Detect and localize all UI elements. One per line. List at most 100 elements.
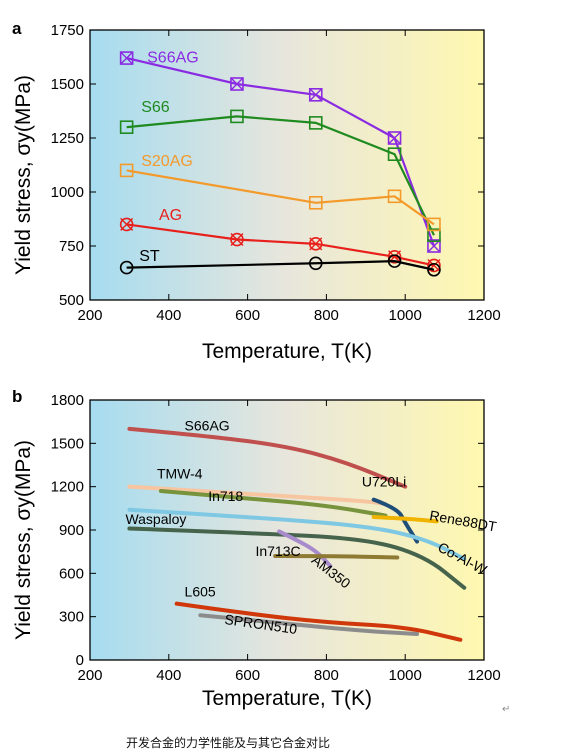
data-point xyxy=(387,189,402,204)
data-point-cross xyxy=(388,131,402,145)
data-point-cross xyxy=(120,51,134,65)
plot-background xyxy=(90,30,484,300)
data-point xyxy=(387,131,402,145)
data-point xyxy=(119,51,134,65)
series-in713c: In713C xyxy=(255,543,400,560)
data-point xyxy=(308,88,323,102)
data-point xyxy=(119,260,134,275)
series-line xyxy=(371,515,439,524)
x-axis-label: Temperature, T(K) xyxy=(202,340,372,363)
return-mark: ↵ xyxy=(502,704,511,715)
figure-caption: 开发合金的力学性能及与其它合金对比 xyxy=(126,736,331,750)
series-line xyxy=(126,260,435,271)
series-s66ag: S66 AG xyxy=(119,49,441,253)
series-line xyxy=(126,115,435,236)
x-axis-label: Temperature, T(K) xyxy=(202,687,372,710)
y-axis-label: Yield stress, σy(MPa) xyxy=(12,440,35,640)
x-tick-label: 1200 xyxy=(467,667,500,684)
data-point xyxy=(230,109,244,124)
data-point xyxy=(427,258,441,273)
y-tick-label: 300 xyxy=(59,609,84,626)
x-tick-label: 1000 xyxy=(389,307,422,324)
y-tick-label: 500 xyxy=(59,292,84,309)
data-point xyxy=(308,237,323,251)
series-label: In713C xyxy=(255,543,300,559)
series-line xyxy=(158,489,388,518)
y-tick-label: 900 xyxy=(59,522,84,539)
series-label: S20AG xyxy=(141,153,193,170)
series-line xyxy=(198,613,420,636)
series-line xyxy=(174,601,463,642)
x-tick-label: 200 xyxy=(77,307,102,324)
data-point-cross xyxy=(120,217,134,231)
data-point-cross xyxy=(309,88,323,102)
data-point-cross xyxy=(230,77,244,91)
x-tick-label: 800 xyxy=(314,307,339,324)
data-point xyxy=(387,147,402,161)
data-point xyxy=(308,256,323,271)
y-tick-label: 1500 xyxy=(51,76,84,93)
data-point xyxy=(427,217,441,232)
series-line xyxy=(371,497,420,544)
data-point xyxy=(119,163,134,178)
series-l605: L605 xyxy=(174,583,463,642)
y-tick-label: 600 xyxy=(59,565,84,582)
series-label: U720Li xyxy=(362,474,406,490)
x-tick-label: 1000 xyxy=(389,667,422,684)
y-tick-label: 1800 xyxy=(51,392,84,409)
series-line xyxy=(127,426,408,489)
panel-label: b xyxy=(12,387,22,406)
x-tick-label: 200 xyxy=(77,667,102,684)
y-tick-label: 1250 xyxy=(51,130,84,147)
data-point xyxy=(387,249,402,264)
data-point-cross xyxy=(309,237,323,251)
data-point xyxy=(119,120,134,134)
x-tick-label: 600 xyxy=(235,307,260,324)
y-tick-label: 0 xyxy=(76,652,84,669)
series-line xyxy=(127,507,467,561)
series-label: L605 xyxy=(185,583,216,599)
series-line xyxy=(127,526,467,590)
series-s66: S66 xyxy=(119,99,441,242)
y-tick-label: 1000 xyxy=(51,184,84,201)
series-label: In718 xyxy=(208,488,243,504)
series-tmw-4: TMW-4 xyxy=(127,466,388,506)
y-axis-label: Yield stress, σy(MPa) xyxy=(12,75,35,275)
data-point xyxy=(308,116,323,130)
series-line xyxy=(273,554,400,560)
data-point xyxy=(230,232,244,247)
series-s66ag: S66AG xyxy=(127,417,408,489)
series-label: Waspaloy xyxy=(125,511,186,527)
series-ag: AG xyxy=(119,207,441,273)
y-tick-label: 750 xyxy=(59,238,84,255)
x-tick-label: 400 xyxy=(156,307,181,324)
y-tick-label: 1750 xyxy=(51,22,84,39)
series-st: ST xyxy=(119,248,441,277)
data-point-cross xyxy=(230,233,244,247)
x-tick-label: 800 xyxy=(314,667,339,684)
x-tick-label: 400 xyxy=(156,667,181,684)
data-point xyxy=(427,262,441,277)
series-s20ag: S20AG xyxy=(119,153,441,232)
series-label: TMW-4 xyxy=(157,466,203,482)
series-u720li: U720Li xyxy=(362,474,420,544)
data-point-cross xyxy=(427,239,441,253)
chart-panel-b: 200 400 600 800 1000 1200 0 300 600 900 1200 1500 18… xyxy=(12,387,501,710)
data-point xyxy=(387,254,402,268)
plot-frame xyxy=(89,29,485,301)
series-label: ST xyxy=(139,248,160,265)
x-tick-label: 600 xyxy=(235,667,260,684)
data-point xyxy=(427,228,441,242)
series-label: S66 xyxy=(141,99,170,116)
chart-panel-a: 200 400 600 800 1000 1200 500 750 1000 1250 1500 17… xyxy=(12,19,501,363)
data-point xyxy=(119,217,134,232)
series-waspaloy: Waspaloy xyxy=(125,511,467,590)
series-label: S66AG xyxy=(185,417,230,433)
series-label: S66AG xyxy=(147,49,199,66)
series-line xyxy=(127,484,388,506)
data-point xyxy=(427,239,441,253)
series-label: AG xyxy=(159,207,182,224)
panel-label: a xyxy=(12,19,22,38)
data-point xyxy=(230,77,244,91)
